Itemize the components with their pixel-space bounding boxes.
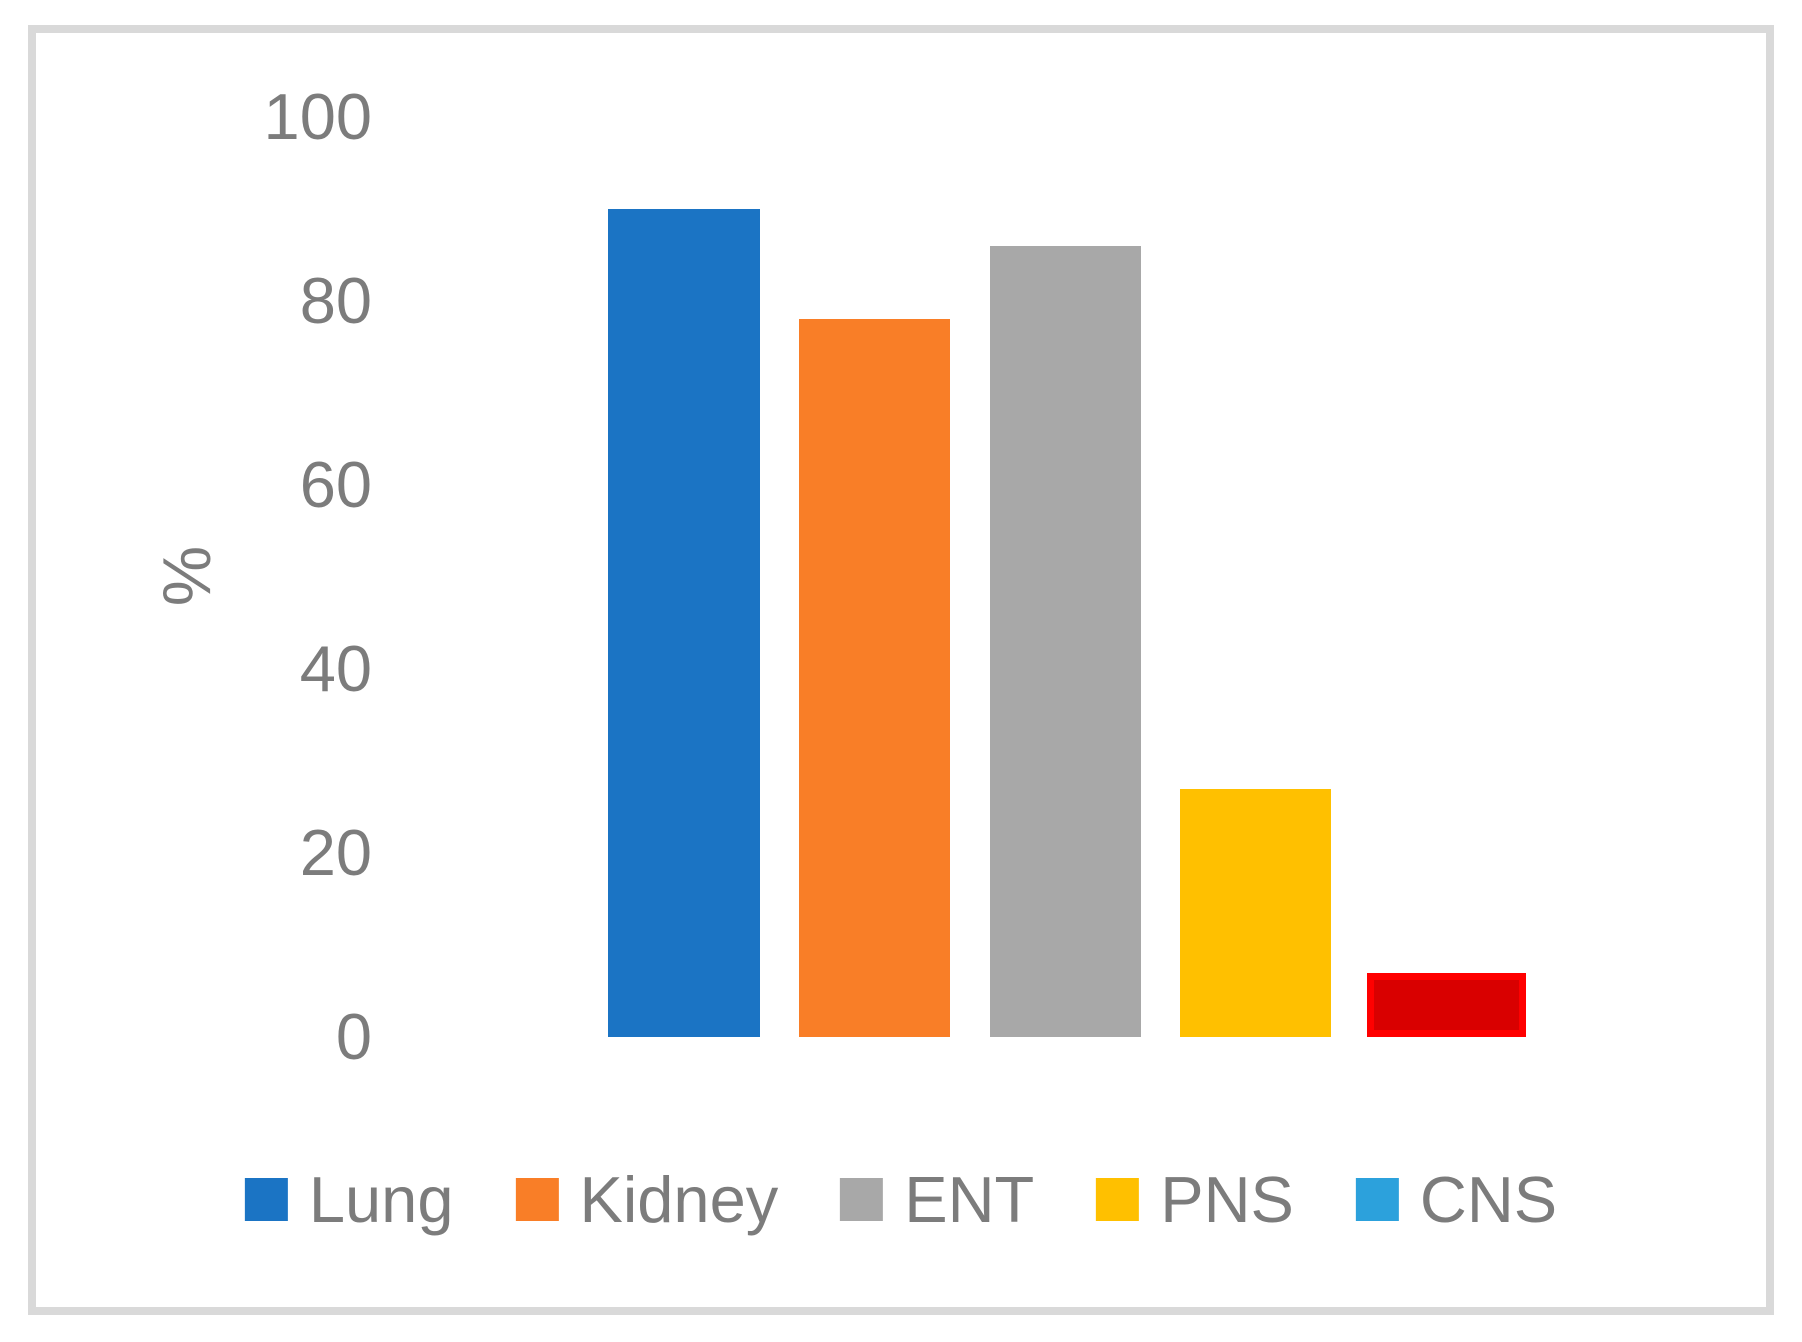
legend-swatch-pns xyxy=(1096,1177,1140,1221)
y-tick-label: 20 xyxy=(299,816,372,889)
y-tick-label: 80 xyxy=(299,264,372,337)
bar-ent xyxy=(990,246,1141,1037)
y-tick-label: 40 xyxy=(299,632,372,705)
legend-item-pns: PNS xyxy=(1096,1167,1294,1232)
bar-kidney xyxy=(799,319,950,1037)
legend-label: Lung xyxy=(308,1162,454,1236)
legend: Lung Kidney ENT PNS CNS xyxy=(244,1162,1558,1236)
bar-pns xyxy=(1180,789,1331,1037)
legend-swatch-ent xyxy=(840,1177,884,1221)
legend-item-ent: ENT xyxy=(840,1167,1034,1232)
bar-cns xyxy=(1367,973,1526,1037)
legend-label: CNS xyxy=(1419,1162,1558,1236)
legend-item-kidney: Kidney xyxy=(515,1167,778,1232)
bar-lung xyxy=(608,209,760,1037)
legend-label: Kidney xyxy=(579,1162,779,1236)
legend-swatch-kidney xyxy=(515,1177,559,1221)
y-tick-label: 100 xyxy=(263,80,372,153)
legend-item-lung: Lung xyxy=(244,1162,454,1236)
legend-label: PNS xyxy=(1160,1162,1294,1236)
legend-label: ENT xyxy=(904,1162,1035,1236)
y-axis-title: % xyxy=(149,545,225,607)
legend-swatch-lung xyxy=(244,1177,288,1221)
legend-swatch-cns xyxy=(1355,1177,1399,1221)
legend-item-cns: CNS xyxy=(1355,1162,1558,1236)
y-tick-label: 0 xyxy=(335,1000,372,1073)
y-tick-label: 60 xyxy=(299,448,372,521)
